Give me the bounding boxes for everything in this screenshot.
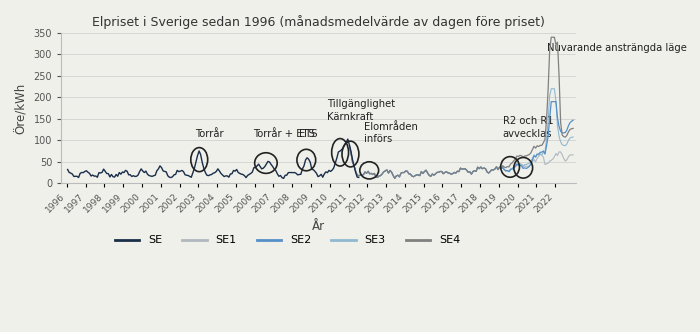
SE [64, 168, 72, 172]
Y-axis label: Öre/kWh: Öre/kWh [15, 82, 28, 134]
SE4 [416, 174, 424, 178]
Line: SE2: SE2 [349, 102, 573, 178]
SE1 [569, 153, 577, 157]
SE [303, 156, 312, 160]
SE [279, 176, 288, 180]
SE3 [345, 144, 354, 148]
SE2 [550, 100, 559, 104]
SE1 [526, 163, 535, 167]
SE1 [378, 172, 386, 176]
SE2 [378, 172, 386, 176]
Text: Torrår: Torrår [195, 129, 224, 139]
SE3 [526, 159, 535, 163]
SE4 [506, 162, 514, 166]
Text: Tillgänglighet
Kärnkraft: Tillgänglighet Kärnkraft [327, 99, 395, 122]
SE4 [550, 35, 559, 39]
SE [204, 174, 213, 178]
SE2 [569, 118, 577, 122]
SE [254, 162, 262, 166]
SE2 [526, 162, 535, 166]
SE2 [416, 174, 424, 178]
SE3 [416, 174, 424, 178]
Line: SE4: SE4 [349, 37, 573, 178]
Text: Nuvarande ansträngda läge: Nuvarande ansträngda läge [547, 43, 687, 53]
SE3 [530, 153, 538, 157]
Line: SE3: SE3 [349, 89, 573, 178]
SE4 [345, 144, 354, 148]
SE1 [391, 176, 399, 180]
SE1 [345, 147, 354, 151]
SE1 [506, 167, 514, 171]
SE4 [378, 172, 386, 176]
SE3 [550, 87, 559, 91]
Line: SE: SE [68, 139, 358, 178]
SE4 [569, 126, 577, 130]
SE2 [345, 144, 354, 148]
SE3 [506, 167, 514, 171]
SE4 [391, 176, 399, 180]
Line: SE1: SE1 [349, 149, 573, 178]
SE3 [360, 170, 369, 174]
Text: ETS: ETS [299, 129, 317, 139]
SE3 [391, 176, 399, 180]
SE1 [530, 157, 538, 161]
SE [354, 175, 363, 179]
SE [344, 137, 352, 141]
X-axis label: År: År [312, 220, 325, 233]
Title: Elpriset i Sverige sedan 1996 (månadsmedelvärde av dagen före priset): Elpriset i Sverige sedan 1996 (månadsmed… [92, 15, 545, 29]
SE3 [378, 172, 386, 176]
SE2 [391, 176, 399, 180]
SE4 [530, 144, 538, 148]
SE4 [360, 170, 369, 174]
SE1 [360, 170, 369, 174]
Legend: SE, SE1, SE2, SE3, SE4: SE, SE1, SE2, SE3, SE4 [111, 231, 465, 250]
SE4 [526, 151, 535, 155]
Text: Torrår + ETS: Torrår + ETS [253, 129, 314, 139]
SE2 [506, 167, 514, 171]
SE [74, 176, 83, 180]
Text: Elområden
införs: Elområden införs [363, 122, 417, 144]
SE [300, 164, 308, 168]
SE2 [530, 154, 538, 158]
Text: R2 och R1
avvecklas: R2 och R1 avvecklas [503, 117, 553, 139]
SE1 [416, 174, 424, 178]
SE2 [360, 170, 369, 174]
SE3 [569, 135, 577, 139]
SE [126, 173, 134, 177]
